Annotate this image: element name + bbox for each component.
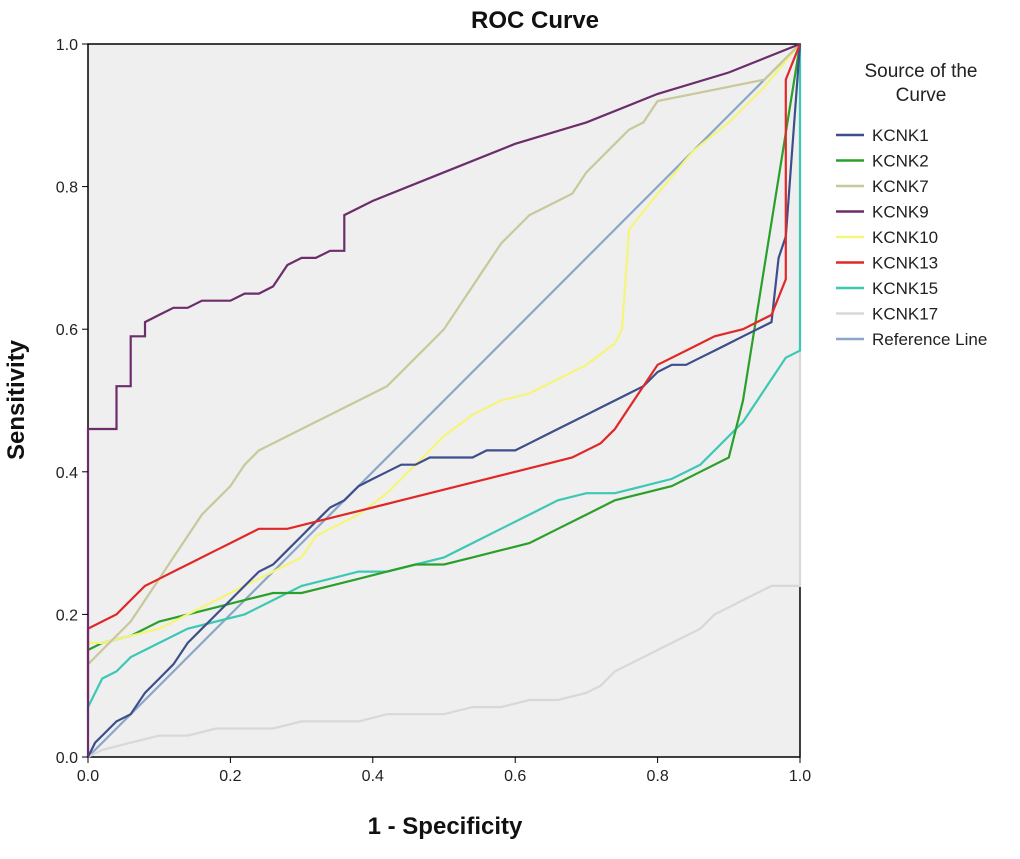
legend-label: KCNK9: [872, 203, 929, 222]
series-line-reference-line: [87, 43, 801, 758]
y-tick-label: 0.0: [56, 750, 78, 767]
legend-title: Curve: [896, 85, 947, 106]
series-line-kcnk10: [88, 43, 801, 645]
y-tick-label: 0.6: [56, 322, 78, 339]
legend-label: KCNK2: [872, 152, 929, 171]
legend-label: KCNK10: [872, 228, 938, 247]
x-tick-label: 0.6: [504, 768, 526, 785]
y-axis-label: Sensitivity: [3, 339, 30, 460]
legend-label: KCNK17: [872, 305, 938, 324]
series-line-kcnk1: [87, 43, 802, 758]
series-line-kcnk9: [86, 42, 801, 757]
legend: Source of the Curve KCNK1 KCNK2 KCNK7 KCNK9 KC…: [836, 61, 987, 349]
y-tick-label: 0.8: [56, 180, 78, 197]
x-tick-label: 0.0: [77, 768, 99, 785]
chart-title: ROC Curve: [471, 7, 599, 34]
x-axis-label: 1 - Specificity: [368, 813, 523, 840]
legend-label: Reference Line: [872, 330, 987, 349]
series-line-kcnk13: [86, 43, 802, 700]
y-tick-label: 0.2: [56, 607, 78, 624]
legend-title: Source of the: [864, 61, 977, 82]
legend-label: KCNK1: [872, 126, 929, 145]
x-tick-label: 0.8: [646, 768, 668, 785]
y-tick-label: 1.0: [56, 37, 78, 54]
legend-label: KCNK7: [872, 177, 929, 196]
series-line-kcnk7: [87, 43, 801, 666]
series-line-kcnk17: [87, 44, 802, 758]
legend-label: KCNK15: [872, 279, 938, 298]
x-tick-label: 0.4: [362, 768, 384, 785]
x-tick-label: 1.0: [789, 768, 811, 785]
x-tick-label: 0.2: [219, 768, 241, 785]
y-tick-label: 0.4: [56, 465, 78, 482]
legend-label: KCNK13: [872, 254, 938, 273]
